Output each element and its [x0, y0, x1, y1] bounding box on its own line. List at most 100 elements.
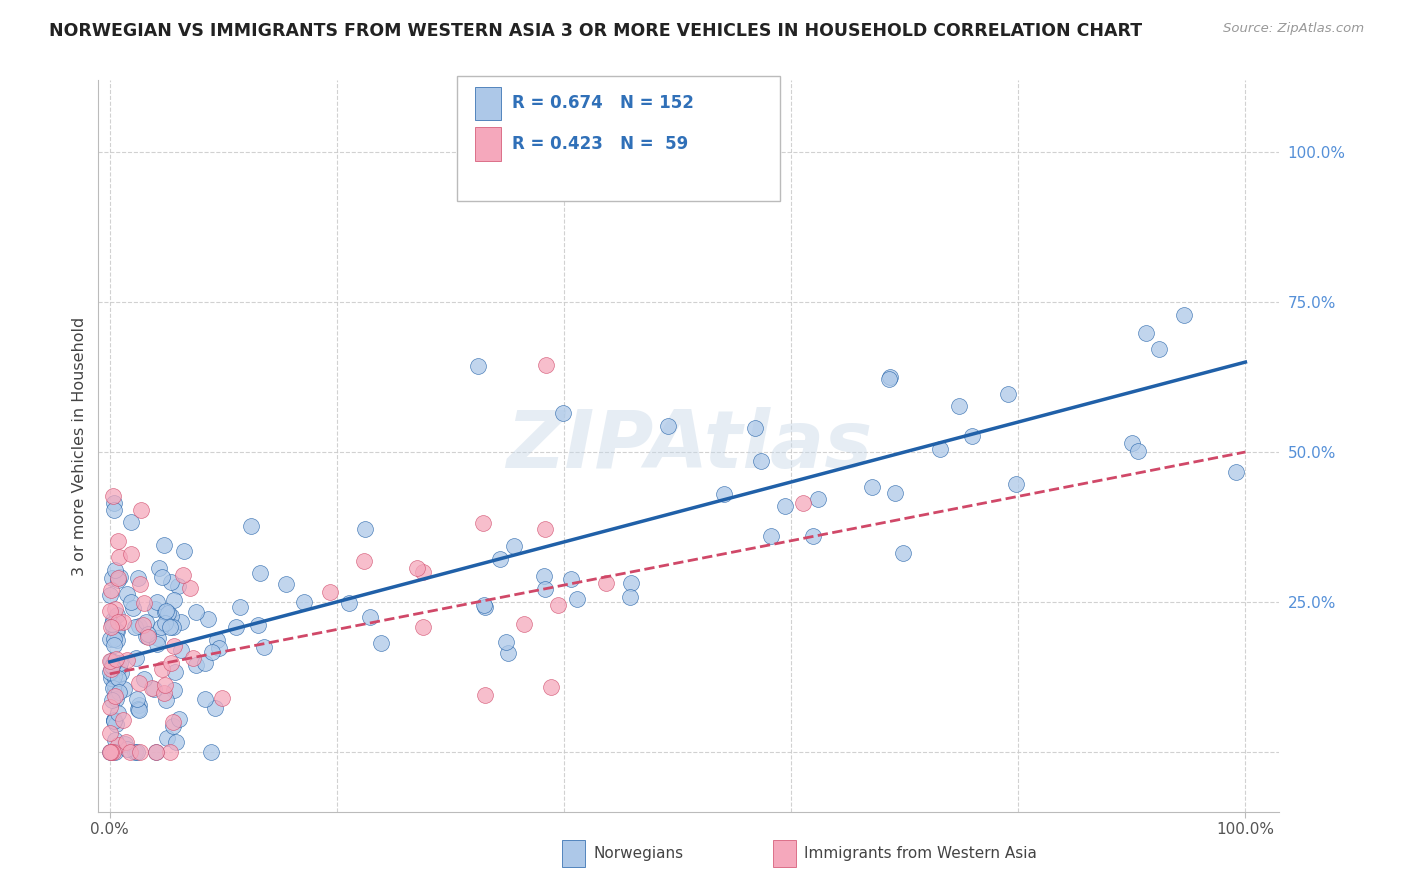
Point: [107, 706, 129, 720]
Point: [146, 595, 169, 609]
Point: [104, 745, 127, 759]
Point: [211, 690, 233, 705]
Point: [807, 491, 830, 506]
Point: [744, 421, 766, 435]
Point: [353, 554, 375, 568]
Point: [891, 546, 914, 560]
Point: [928, 442, 950, 456]
Point: [107, 549, 129, 564]
Point: [657, 418, 679, 433]
Point: [503, 539, 526, 553]
Point: [107, 739, 129, 753]
Point: [127, 702, 149, 716]
Point: [197, 612, 219, 626]
Point: [128, 698, 150, 712]
Point: [533, 522, 555, 536]
Point: [239, 518, 262, 533]
Point: [108, 570, 131, 584]
Point: [153, 615, 176, 630]
Point: [160, 657, 183, 671]
Point: [108, 685, 131, 699]
Point: [292, 595, 315, 609]
Point: [103, 733, 125, 747]
Point: [135, 615, 157, 629]
Point: [100, 662, 122, 676]
Point: [103, 669, 125, 683]
Point: [127, 692, 149, 706]
Point: [249, 566, 271, 580]
Point: [860, 480, 883, 494]
Point: [107, 671, 129, 685]
Point: [155, 604, 177, 618]
Point: [512, 617, 534, 632]
Point: [101, 617, 124, 632]
Point: [620, 576, 643, 591]
Point: [100, 745, 122, 759]
Point: [997, 386, 1019, 401]
Point: [162, 592, 184, 607]
Point: [145, 745, 167, 759]
Point: [136, 630, 159, 644]
Point: [159, 745, 181, 759]
Y-axis label: 3 or more Vehicles in Household: 3 or more Vehicles in Household: [72, 317, 87, 575]
Point: [135, 629, 157, 643]
Point: [488, 552, 510, 566]
Point: [225, 619, 247, 633]
Point: [108, 660, 131, 674]
Point: [146, 637, 169, 651]
Point: [359, 610, 381, 624]
Point: [132, 595, 155, 609]
Point: [120, 595, 142, 609]
Point: [104, 601, 127, 615]
Point: [713, 486, 735, 500]
Point: [1147, 343, 1170, 357]
Text: Source: ZipAtlas.com: Source: ZipAtlas.com: [1223, 22, 1364, 36]
Point: [128, 676, 150, 690]
Point: [101, 745, 124, 759]
Point: [98, 726, 121, 740]
Point: [98, 588, 121, 602]
Point: [136, 627, 159, 641]
Point: [879, 370, 901, 384]
Text: NORWEGIAN VS IMMIGRANTS FROM WESTERN ASIA 3 OR MORE VEHICLES IN HOUSEHOLD CORREL: NORWEGIAN VS IMMIGRANTS FROM WESTERN ASI…: [49, 22, 1142, 40]
Point: [107, 534, 129, 549]
Point: [103, 496, 125, 510]
Point: [112, 681, 135, 696]
Point: [884, 486, 907, 500]
Point: [150, 620, 173, 634]
Point: [103, 638, 125, 652]
Point: [98, 745, 121, 759]
Point: [98, 604, 121, 618]
Point: [274, 577, 297, 591]
Point: [467, 359, 489, 374]
Point: [128, 745, 150, 759]
Point: [472, 516, 495, 531]
Point: [547, 598, 569, 612]
Point: [152, 686, 174, 700]
Point: [128, 703, 150, 717]
Point: [103, 503, 125, 517]
Point: [143, 602, 166, 616]
Point: [107, 573, 129, 587]
Point: [101, 693, 124, 707]
Point: [801, 529, 824, 543]
Point: [101, 658, 124, 673]
Point: [948, 399, 970, 413]
Point: [792, 496, 814, 510]
Point: [153, 678, 176, 692]
Point: [141, 681, 163, 695]
Point: [474, 599, 496, 614]
Point: [551, 406, 574, 420]
Point: [114, 737, 136, 751]
Point: [105, 608, 128, 623]
Point: [145, 745, 167, 759]
Point: [1004, 476, 1026, 491]
Text: R = 0.674   N = 152: R = 0.674 N = 152: [512, 95, 693, 112]
Point: [115, 735, 138, 749]
Point: [101, 620, 124, 634]
Point: [125, 651, 148, 665]
Point: [474, 689, 496, 703]
Point: [146, 631, 169, 645]
Point: [124, 745, 146, 759]
Point: [107, 615, 129, 630]
